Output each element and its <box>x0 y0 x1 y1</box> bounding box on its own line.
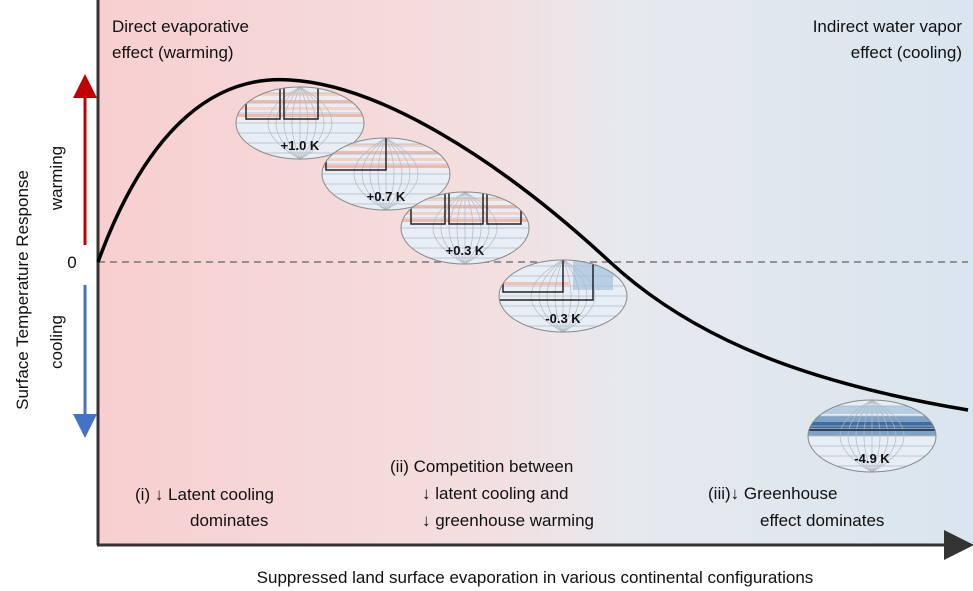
map-label: -4.9 K <box>854 451 890 466</box>
maps: +1.0 K +0.7 K +0.3 K -0.3 K -4.9 K <box>235 86 937 473</box>
map <box>808 400 936 472</box>
anomaly <box>499 282 569 285</box>
regime-text: effect dominates <box>760 511 884 530</box>
continent <box>448 192 484 225</box>
map <box>236 87 364 159</box>
map-outline <box>321 137 451 211</box>
regime-text: (i) ↓ Latent cooling <box>135 485 274 504</box>
regime-text: dominates <box>190 511 268 530</box>
region-text: effect (warming) <box>112 43 234 62</box>
map-outline <box>807 399 937 473</box>
map-label: +0.3 K <box>446 243 485 258</box>
region-text: effect (cooling) <box>851 43 962 62</box>
region-text: Direct evaporative <box>112 17 249 36</box>
map-outline <box>235 86 365 160</box>
map-label: -0.3 K <box>545 311 581 326</box>
map-label: +0.7 K <box>367 189 406 204</box>
zero-label: 0 <box>67 253 76 272</box>
response-curve <box>96 77 969 412</box>
y-label: Surface Temperature Response <box>13 170 32 410</box>
regime-text: ↓ latent cooling and <box>422 484 569 503</box>
map <box>322 138 450 210</box>
map <box>499 260 627 332</box>
map-label: +1.0 K <box>281 138 320 153</box>
region-text: Indirect water vapor <box>813 17 963 36</box>
map <box>401 192 529 264</box>
cooling-label: cooling <box>47 315 66 369</box>
continent <box>283 87 319 120</box>
map-outline <box>498 259 628 333</box>
map-outline <box>400 191 530 265</box>
regime-text: (ii) Competition between <box>390 457 573 476</box>
regime-text: (iii)↓ Greenhouse <box>708 484 837 503</box>
continent <box>499 260 594 301</box>
regime-text: ↓ greenhouse warming <box>422 511 594 530</box>
x-label: Suppressed land surface evaporation in v… <box>257 568 814 587</box>
warming-label: warming <box>47 146 66 211</box>
